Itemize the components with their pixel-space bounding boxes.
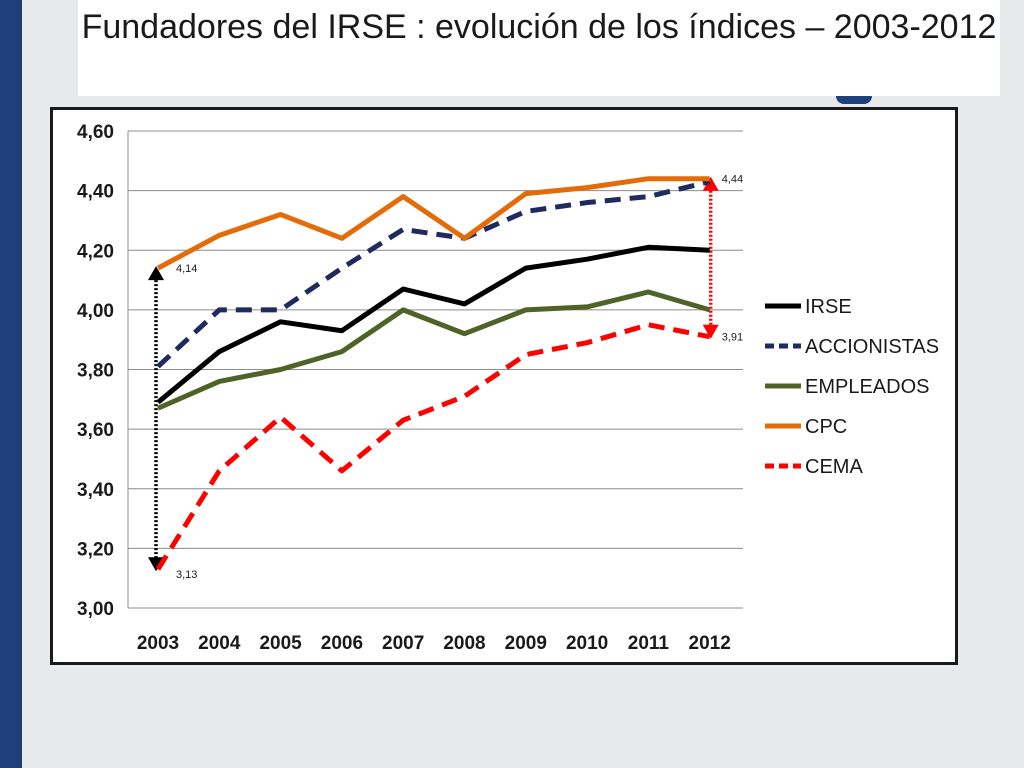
x-tick-label: 2005: [259, 633, 302, 654]
x-tick-label: 2007: [382, 633, 424, 654]
y-tick-label: 3,40: [77, 480, 114, 501]
chart-frame: 3,00 3,20 3,40 3,60 3,80 4,00 4,20 4,40 4,60 2003…: [50, 107, 958, 665]
range-arrow-head-bottom: [702, 324, 719, 339]
logo-icon: [836, 96, 872, 104]
data-annotation: 3,91: [722, 332, 743, 344]
y-tick-label: 4,60: [77, 122, 114, 143]
x-tick-label: 2008: [443, 633, 485, 654]
series-line-accionistas: [156, 179, 711, 369]
x-tick-label: 2004: [198, 633, 241, 654]
range-arrow-head-top: [148, 266, 164, 281]
data-annotation: 3,13: [176, 569, 197, 581]
legend-label: IRSE: [805, 296, 852, 318]
x-tick-label: 2006: [321, 633, 363, 654]
slide-side-bar: [0, 0, 22, 768]
legend-label: CEMA: [805, 456, 863, 478]
line-chart: 3,00 3,20 3,40 3,60 3,80 4,00 4,20 4,40 4,60 2003…: [77, 122, 939, 654]
legend-label: ACCIONISTAS: [805, 336, 939, 358]
x-tick-label: 2003: [137, 633, 179, 654]
x-tick-label: 2010: [566, 633, 608, 654]
y-tick-label: 3,00: [77, 599, 114, 620]
slide-title: Fundadores del IRSE : evolución de los í…: [78, 0, 1000, 96]
series-line-empleados: [156, 289, 711, 411]
y-tick-label: 4,00: [77, 301, 114, 322]
y-tick-label: 4,40: [77, 182, 114, 203]
range-arrow-head-top: [702, 176, 719, 191]
y-tick-label: 3,60: [77, 420, 114, 441]
range-arrow-head-bottom: [148, 557, 164, 572]
legend-label: CPC: [805, 416, 847, 438]
series-line-cema: [155, 322, 711, 571]
y-tick-label: 3,20: [77, 539, 114, 560]
y-tick-label: 4,20: [77, 241, 114, 262]
series-line-cpc: [156, 176, 710, 271]
data-annotation: 4,44: [722, 174, 743, 186]
x-tick-label: 2009: [505, 633, 547, 654]
y-tick-label: 3,80: [77, 361, 114, 382]
series-line-irse: [156, 244, 710, 405]
data-annotation: 4,14: [176, 263, 197, 275]
x-tick-label: 2012: [689, 633, 731, 654]
x-tick-label: 2011: [628, 633, 670, 654]
legend-label: EMPLEADOS: [805, 376, 929, 398]
